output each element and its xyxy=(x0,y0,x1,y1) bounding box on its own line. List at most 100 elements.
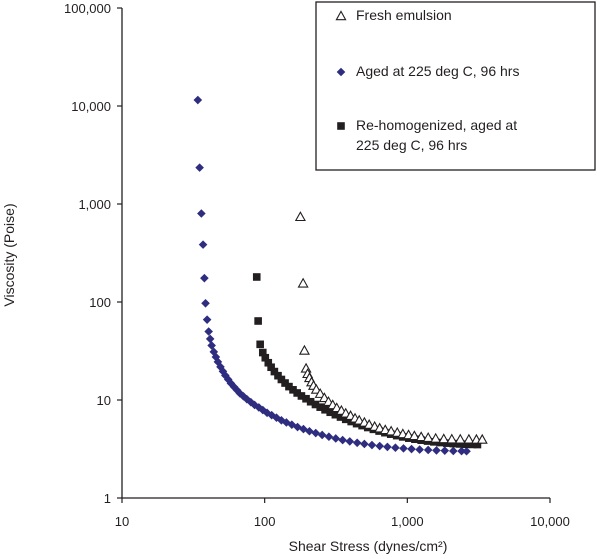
aged-point xyxy=(391,443,400,453)
chart-axes xyxy=(121,8,550,499)
rehomogenized-point xyxy=(297,392,306,400)
aged-point xyxy=(375,441,384,451)
series-aged xyxy=(193,95,471,456)
aged-point xyxy=(331,434,341,443)
aged-point xyxy=(311,428,321,438)
aged-point xyxy=(216,362,225,372)
aged-point xyxy=(193,95,203,105)
fresh-emulsion-point xyxy=(298,344,310,355)
y-tick-label: 100 xyxy=(89,295,111,310)
rehomogenized-point xyxy=(267,363,275,372)
rehomogenized-point xyxy=(256,340,264,349)
aged-point xyxy=(198,240,208,249)
aged-point xyxy=(205,334,215,344)
fresh-emulsion-point xyxy=(314,387,326,398)
aged-point xyxy=(305,426,314,436)
rehomogenized-point xyxy=(449,439,458,448)
legend-rehomogenized-label: 225 deg C, 96 hrs xyxy=(356,137,467,153)
x-tick-label: 1,000 xyxy=(391,514,424,529)
fresh-emulsion-point xyxy=(463,433,475,444)
aged-point xyxy=(204,327,213,336)
aged-point xyxy=(254,403,264,412)
rehomogenized-point xyxy=(252,273,261,281)
aged-point xyxy=(407,444,416,454)
legend-fresh-emulsion-label: Fresh emulsion xyxy=(356,7,452,23)
fresh-emulsion-point xyxy=(438,433,450,444)
aged-point xyxy=(201,298,210,308)
y-tick-label: 10,000 xyxy=(71,99,111,114)
aged-point xyxy=(345,437,355,446)
rehomogenized-point xyxy=(316,403,324,411)
aged-point xyxy=(423,445,433,455)
aged-point xyxy=(352,438,362,448)
x-tick-label: 10,000 xyxy=(530,514,570,529)
rehomogenized-point xyxy=(462,440,470,448)
aged-point xyxy=(202,315,212,324)
aged-point xyxy=(338,435,347,445)
rehomogenized-point xyxy=(289,386,297,394)
fresh-emulsion-point xyxy=(408,430,420,441)
axis-ticks: 10 100 1,000 10,000 1 10 100 1,000 10,000 100,000 xyxy=(64,1,570,529)
rehomogenized-point xyxy=(258,348,267,357)
legend-aged-marker xyxy=(336,67,346,77)
y-tick-label: 1,000 xyxy=(78,197,111,212)
rehomogenized-point xyxy=(326,408,335,417)
aged-point xyxy=(221,371,230,380)
aged-point xyxy=(462,446,471,456)
legend-fresh-emulsion: Fresh emulsion xyxy=(335,7,452,23)
fresh-emulsion-point xyxy=(446,433,458,444)
series-fresh-emulsion xyxy=(294,211,488,444)
rehomogenized-point xyxy=(264,358,273,367)
legend-box xyxy=(315,1,596,171)
aged-point xyxy=(287,420,297,429)
fresh-emulsion-point xyxy=(300,362,312,373)
aged-point xyxy=(317,430,327,440)
fresh-emulsion-point xyxy=(363,418,375,429)
aged-point xyxy=(211,352,221,362)
aged-point xyxy=(432,446,441,455)
fresh-emulsion-point xyxy=(297,277,309,288)
rehomogenized-point xyxy=(254,317,262,325)
legend-fresh-emulsion-marker xyxy=(335,10,347,21)
aged-point xyxy=(262,408,272,418)
aged-point xyxy=(440,446,450,455)
x-tick-label: 100 xyxy=(254,514,276,529)
aged-point xyxy=(213,357,223,367)
y-tick-label: 100,000 xyxy=(64,1,111,16)
fresh-emulsion-point xyxy=(454,433,466,444)
fresh-emulsion-point xyxy=(379,424,391,435)
legend-rehomogenized-marker xyxy=(337,122,345,130)
legend-rehomogenized-label: Re-homogenized, aged at xyxy=(356,117,517,133)
fresh-emulsion-point xyxy=(422,432,434,442)
rehomogenized-point xyxy=(331,410,340,419)
rehomogenized-point xyxy=(293,389,301,397)
y-tick-label: 10 xyxy=(97,393,111,408)
aged-point xyxy=(282,418,291,427)
aged-point xyxy=(367,440,377,450)
x-axis-label: Shear Stress (dynes/cm²) xyxy=(289,538,448,554)
rehomogenized-point xyxy=(281,379,289,387)
aged-point xyxy=(246,397,256,407)
aged-point xyxy=(229,382,239,392)
rehomogenized-point xyxy=(336,413,345,421)
aged-point xyxy=(200,273,209,283)
rehomogenized-point xyxy=(302,394,310,403)
fresh-emulsion-point xyxy=(374,422,386,433)
legend-aged: Aged at 225 deg C, 96 hrs xyxy=(336,63,519,79)
rehomogenized-point xyxy=(270,367,279,376)
rehomogenized-point xyxy=(261,353,270,362)
rehomogenized-point xyxy=(473,440,482,449)
aged-point xyxy=(207,341,216,350)
aged-point xyxy=(197,209,206,218)
legend: Fresh emulsion Aged at 225 deg C, 96 hrs R… xyxy=(315,1,596,171)
x-tick-label: 10 xyxy=(115,514,129,529)
legend-rehomogenized: Re-homogenized, aged at 225 deg C, 96 hrs xyxy=(337,117,517,153)
aged-point xyxy=(235,389,245,398)
aged-point xyxy=(457,446,466,456)
y-axis-label: Viscosity (Poise) xyxy=(1,203,17,306)
rehomogenized-point xyxy=(455,440,464,448)
y-tick-label: 1 xyxy=(104,491,111,506)
aged-point xyxy=(195,163,204,172)
rehomogenized-point xyxy=(468,440,477,449)
